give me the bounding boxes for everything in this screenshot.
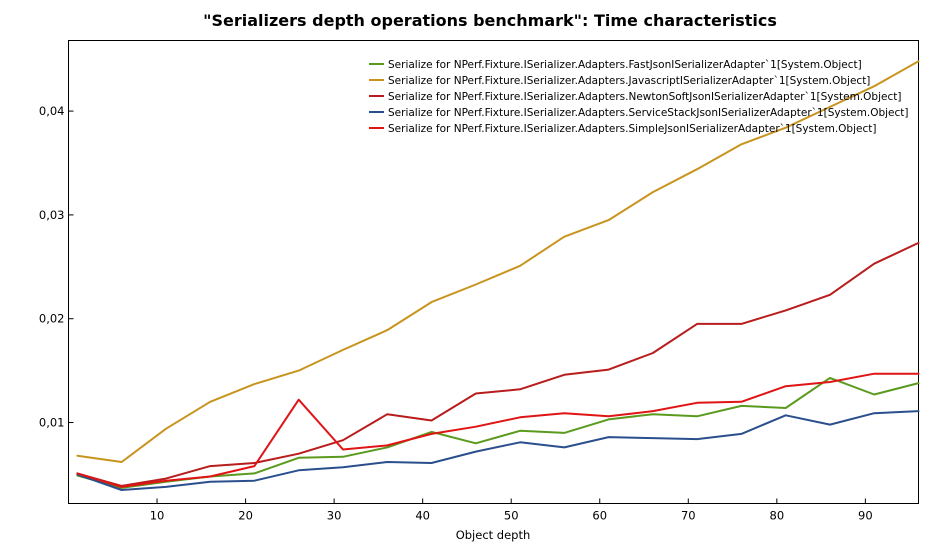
y-tick-label: 0,03 [39,208,65,222]
x-tick-label: 90 [858,509,873,523]
series-line-3 [76,241,920,487]
x-tick-label: 30 [327,509,342,523]
x-tick-label: 60 [592,509,607,523]
plot-area [68,40,919,504]
x-tick-label: 50 [504,509,519,523]
x-axis-label: Object depth [456,528,531,542]
series-line-1 [76,376,920,489]
legend-entry: Serialize for NPerf.Fixture.ISerializer.… [388,91,901,103]
legend-entry: Serialize for NPerf.Fixture.ISerializer.… [388,75,870,87]
y-tick-label: 0,02 [39,312,65,326]
x-tick-label: 10 [150,509,165,523]
x-tick-label: 40 [415,509,430,523]
axis-ticks: 10 20 30 40 50 60 70 80 90 0,01 0,02 0,03 0,04 [39,104,873,522]
series-lines [76,60,920,491]
legend-entry: Serialize for NPerf.Fixture.ISerializer.… [388,59,862,71]
y-tick-label: 0,01 [39,416,65,430]
x-tick-label: 70 [681,509,696,523]
legend-entry: Serialize for NPerf.Fixture.ISerializer.… [388,107,909,119]
chart-title: "Serializers depth operations benchmark"… [203,11,777,30]
legend: Serialize for NPerf.Fixture.ISerializer.… [369,59,909,135]
series-line-2 [76,60,920,463]
x-tick-label: 20 [238,509,253,523]
series-line-5 [76,372,920,488]
series-line-4 [76,410,920,491]
x-tick-label: 80 [770,509,785,523]
y-tick-label: 0,04 [39,104,65,118]
legend-entry: Serialize for NPerf.Fixture.ISerializer.… [388,123,876,135]
